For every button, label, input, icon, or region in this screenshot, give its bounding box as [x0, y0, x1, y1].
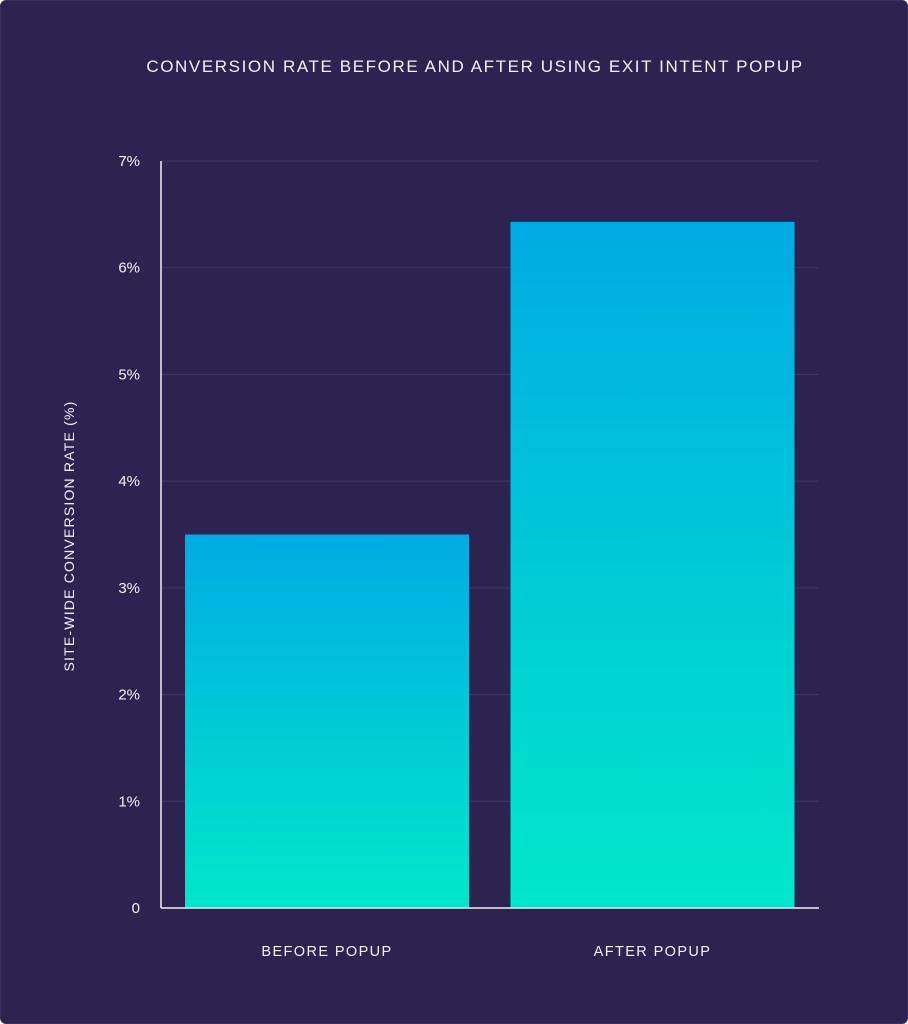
bar-before-popup: [185, 534, 469, 908]
y-tick-label: 0: [132, 900, 140, 917]
y-tick-label: 1%: [118, 793, 140, 810]
x-category-label: AFTER POPUP: [594, 944, 712, 960]
y-tick-label: 7%: [118, 153, 140, 170]
chart-title: CONVERSION RATE BEFORE AND AFTER USING E…: [146, 57, 804, 76]
y-tick-label: 3%: [118, 580, 140, 597]
y-tick-label: 5%: [118, 366, 140, 383]
y-tick-labels: 0 1% 2% 3% 4% 5% 6% 7%: [118, 153, 140, 917]
x-category-labels: BEFORE POPUP AFTER POPUP: [261, 944, 712, 960]
y-tick-label: 6%: [118, 260, 140, 277]
bar-after-popup: [510, 221, 795, 908]
bars: [185, 221, 795, 908]
y-tick-label: 4%: [118, 473, 140, 490]
x-category-label: BEFORE POPUP: [261, 944, 392, 960]
y-tick-label: 2%: [118, 687, 140, 704]
axes: [160, 161, 819, 909]
